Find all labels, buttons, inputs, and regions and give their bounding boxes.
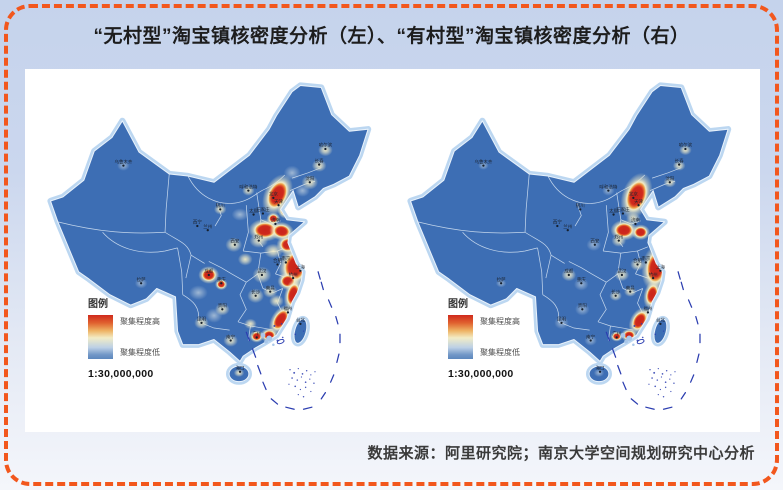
legend-title: 图例: [448, 299, 468, 310]
svg-text:武汉: 武汉: [617, 268, 626, 275]
map-with-village-type: 乌鲁木齐 哈尔滨长春沈阳呼和浩特北京 天津 石家庄 太原济南 银川西宁 兰州西安 郑州合肥 南京…: [398, 74, 750, 428]
svg-text:济南: 济南: [271, 217, 280, 224]
svg-text:上海: 上海: [656, 263, 665, 270]
svg-text:广州: 广州: [252, 330, 261, 337]
coast-line: [50, 84, 369, 383]
svg-text:银川: 银川: [576, 202, 585, 209]
legend-low-label: 聚集程度低: [480, 348, 520, 357]
svg-text:西安: 西安: [590, 237, 599, 244]
legend-gradient-bar: [448, 315, 473, 359]
svg-text:南昌: 南昌: [626, 284, 635, 291]
svg-text:重庆: 重庆: [217, 276, 226, 283]
svg-text:成都: 成都: [564, 268, 573, 275]
svg-text:沈阳: 沈阳: [305, 175, 314, 182]
legend-high-label: 聚集程度高: [120, 317, 160, 326]
svg-text:兰州: 兰州: [203, 223, 212, 229]
svg-text:太原: 太原: [609, 207, 618, 214]
svg-text:郑州: 郑州: [614, 233, 623, 240]
svg-text:石家庄: 石家庄: [616, 206, 630, 213]
svg-text:沈阳: 沈阳: [665, 175, 674, 182]
map-no-village-type: 乌鲁木齐 哈尔滨长春沈阳呼和浩特北京 天津 石家庄 太原济南 银川西宁 兰州西安 郑州合肥 南京…: [38, 74, 390, 428]
svg-text:西宁: 西宁: [193, 219, 202, 226]
svg-text:海口: 海口: [236, 364, 245, 371]
legend-high-label: 聚集程度高: [480, 317, 520, 326]
svg-text:济南: 济南: [631, 217, 640, 224]
svg-text:天津: 天津: [274, 198, 283, 205]
legend-low-label: 聚集程度低: [120, 348, 160, 357]
svg-text:长春: 长春: [675, 157, 684, 164]
svg-text:西宁: 西宁: [553, 219, 562, 226]
svg-text:重庆: 重庆: [577, 276, 586, 283]
svg-text:郑州: 郑州: [254, 233, 263, 240]
svg-text:武汉: 武汉: [257, 268, 266, 275]
svg-text:哈尔滨: 哈尔滨: [679, 142, 693, 149]
svg-text:乌鲁木齐: 乌鲁木齐: [114, 158, 132, 165]
legend-gradient-bar: [88, 315, 113, 359]
svg-text:合肥: 合肥: [273, 257, 282, 264]
svg-text:昆明: 昆明: [197, 317, 206, 323]
legend-right: 图例 聚集程度高 聚集程度低 1:30,000,000: [448, 295, 520, 380]
svg-text:长沙: 长沙: [251, 288, 260, 295]
svg-text:杭州: 杭州: [649, 271, 658, 278]
svg-text:兰州: 兰州: [563, 223, 572, 229]
legend-title: 图例: [88, 299, 108, 310]
svg-text:广州: 广州: [612, 330, 621, 337]
data-source-caption: 数据来源：阿里研究院；南京大学空间规划研究中心分析: [367, 445, 755, 462]
svg-text:乌鲁木齐: 乌鲁木齐: [474, 158, 492, 165]
svg-text:台北: 台北: [656, 317, 665, 324]
nine-dash-line: [605, 271, 701, 410]
svg-text:北京: 北京: [629, 191, 638, 198]
svg-text:福州: 福州: [283, 305, 292, 312]
svg-text:南昌: 南昌: [266, 284, 275, 291]
svg-text:福州: 福州: [643, 305, 652, 312]
svg-text:昆明: 昆明: [557, 317, 566, 323]
svg-text:南宁: 南宁: [226, 333, 235, 339]
svg-text:南宁: 南宁: [586, 333, 595, 339]
svg-text:南京: 南京: [281, 255, 290, 262]
svg-text:哈尔滨: 哈尔滨: [319, 142, 333, 149]
svg-text:太原: 太原: [249, 207, 258, 214]
coast-line: [410, 84, 729, 383]
map-scale: 1:30,000,000: [88, 368, 154, 380]
south-china-sea-islands: [620, 323, 676, 398]
svg-text:北京: 北京: [269, 191, 278, 198]
svg-text:呼和浩特: 呼和浩特: [239, 183, 257, 190]
svg-text:台北: 台北: [296, 317, 305, 324]
svg-text:上海: 上海: [296, 263, 305, 270]
figure-title: “无村型”淘宝镇核密度分析（左）、“有村型”淘宝镇核密度分析（右）: [93, 26, 690, 47]
svg-text:成都: 成都: [204, 268, 213, 275]
svg-text:南京: 南京: [641, 255, 650, 262]
svg-text:石家庄: 石家庄: [256, 206, 270, 213]
nine-dash-line: [245, 271, 341, 410]
map-scale: 1:30,000,000: [448, 368, 514, 380]
svg-text:贵阳: 贵阳: [218, 302, 227, 309]
svg-text:拉萨: 拉萨: [137, 276, 146, 283]
svg-text:西安: 西安: [230, 237, 239, 244]
svg-text:海口: 海口: [596, 364, 605, 371]
legend-left: 图例 聚集程度高 聚集程度低 1:30,000,000: [88, 295, 160, 380]
svg-text:银川: 银川: [216, 202, 225, 209]
svg-text:合肥: 合肥: [633, 257, 642, 264]
south-china-sea-islands: [260, 323, 316, 398]
svg-text:天津: 天津: [634, 198, 643, 205]
svg-text:贵阳: 贵阳: [578, 302, 587, 309]
svg-text:长春: 长春: [315, 157, 324, 164]
svg-text:呼和浩特: 呼和浩特: [599, 183, 617, 190]
maps-panel: 乌鲁木齐 哈尔滨 长春 沈阳 呼和浩特 北京 天津 石家庄 太原 济南 银川 西宁 兰州 西安 郑州 合肥 南京…: [25, 69, 760, 432]
svg-text:长沙: 长沙: [611, 288, 620, 295]
svg-text:拉萨: 拉萨: [497, 276, 506, 283]
svg-text:杭州: 杭州: [289, 271, 298, 278]
